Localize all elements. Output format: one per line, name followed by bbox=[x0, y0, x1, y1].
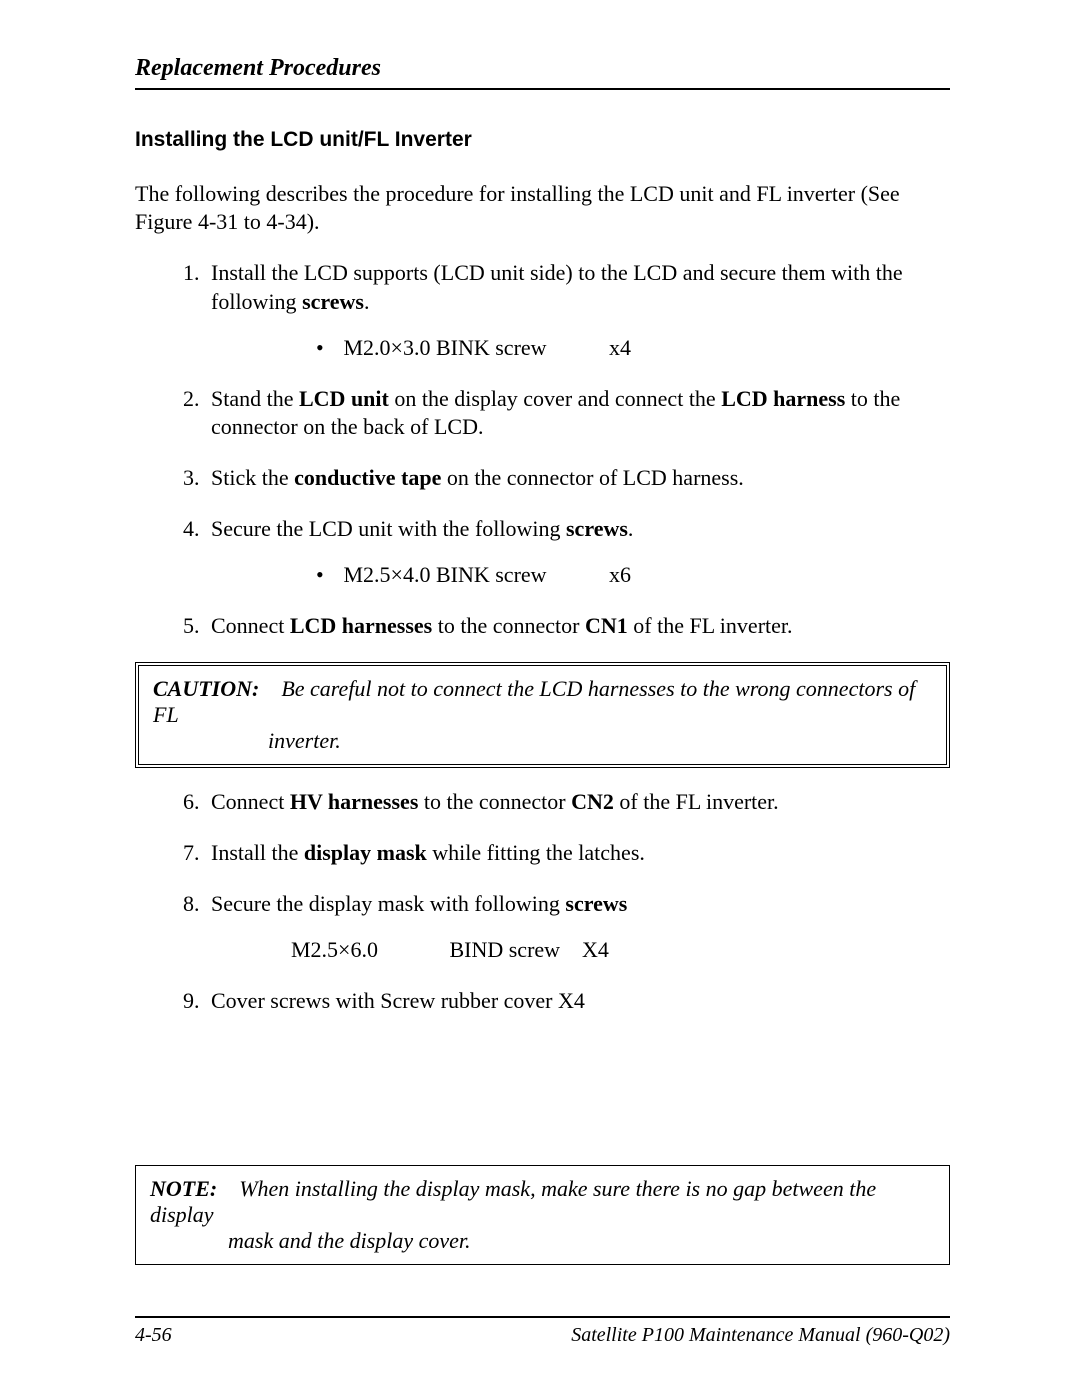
step-1: Install the LCD supports (LCD unit side)… bbox=[205, 259, 950, 363]
procedure-list: Install the LCD supports (LCD unit side)… bbox=[135, 259, 950, 640]
page: Replacement Procedures Installing the LC… bbox=[0, 0, 1080, 1397]
step-9: Cover screws with Screw rubber cover X4 bbox=[205, 987, 950, 1016]
bold-text: LCD harnesses bbox=[290, 613, 432, 638]
bold-text: screws bbox=[302, 289, 364, 314]
step-text: to the connector bbox=[432, 613, 585, 638]
caution-text-cont: inverter. bbox=[268, 728, 932, 754]
bold-text: screws bbox=[565, 891, 627, 916]
step-text: of the FL inverter. bbox=[628, 613, 793, 638]
procedure-list-cont: Connect HV harnesses to the connector CN… bbox=[135, 788, 950, 1015]
screw-qty: x6 bbox=[609, 562, 631, 587]
bold-text: display mask bbox=[304, 840, 427, 865]
step-7: Install the display mask while fitting t… bbox=[205, 839, 950, 868]
step-text: on the connector of LCD harness. bbox=[441, 465, 743, 490]
step-text: Stand the bbox=[211, 386, 299, 411]
screw-spec: M2.5×6.0 BIND screw X4 bbox=[291, 936, 950, 965]
step-text: on the display cover and connect the bbox=[389, 386, 721, 411]
step-text: Connect bbox=[211, 789, 290, 814]
page-number: 4-56 bbox=[135, 1324, 172, 1347]
screw-type: M2.5×4.0 BINK screw bbox=[344, 561, 604, 590]
step-text: Secure the LCD unit with the following bbox=[211, 516, 566, 541]
step-text: Install the bbox=[211, 840, 304, 865]
screw-type: M2.0×3.0 BINK screw bbox=[344, 334, 604, 363]
bold-text: LCD harness bbox=[721, 386, 845, 411]
header-rule bbox=[135, 88, 950, 90]
step-text: Stick the bbox=[211, 465, 294, 490]
bold-text: conductive tape bbox=[294, 465, 441, 490]
screw-spec: M2.5×4.0 BINK screw x6 bbox=[316, 561, 950, 590]
caution-box: CAUTION: Be careful not to connect the L… bbox=[135, 662, 950, 768]
screw-spec-list: M2.5×4.0 BINK screw x6 bbox=[316, 561, 950, 590]
step-text: to the connector bbox=[418, 789, 571, 814]
step-8: Secure the display mask with following s… bbox=[205, 890, 950, 965]
step-3: Stick the conductive tape on the connect… bbox=[205, 464, 950, 493]
step-text: . bbox=[628, 516, 634, 541]
bold-text: CN1 bbox=[585, 613, 628, 638]
screw-qty: x4 bbox=[609, 335, 631, 360]
caution-label: CAUTION: bbox=[153, 676, 259, 701]
step-4: Secure the LCD unit with the following s… bbox=[205, 515, 950, 590]
bold-text: CN2 bbox=[571, 789, 614, 814]
step-6: Connect HV harnesses to the connector CN… bbox=[205, 788, 950, 817]
step-text: of the FL inverter. bbox=[614, 789, 779, 814]
note-text-cont: mask and the display cover. bbox=[228, 1228, 935, 1254]
note-label: NOTE: bbox=[150, 1176, 217, 1201]
step-text: . bbox=[364, 289, 370, 314]
screw-spec-list: M2.0×3.0 BINK screw x4 bbox=[316, 334, 950, 363]
step-text: while fitting the latches. bbox=[427, 840, 645, 865]
note-text: When installing the display mask, make s… bbox=[150, 1176, 876, 1227]
bold-text: HV harnesses bbox=[290, 789, 419, 814]
footer-rule bbox=[135, 1316, 950, 1318]
note-box: NOTE: When installing the display mask, … bbox=[135, 1165, 950, 1265]
section-title: Installing the LCD unit/FL Inverter bbox=[135, 128, 950, 152]
step-5: Connect LCD harnesses to the connector C… bbox=[205, 612, 950, 641]
intro-paragraph: The following describes the procedure fo… bbox=[135, 180, 950, 235]
step-text: Connect bbox=[211, 613, 290, 638]
manual-title: Satellite P100 Maintenance Manual (960-Q… bbox=[571, 1324, 950, 1347]
page-header: Replacement Procedures bbox=[135, 55, 950, 82]
step-2: Stand the LCD unit on the display cover … bbox=[205, 385, 950, 442]
screw-spec: M2.0×3.0 BINK screw x4 bbox=[316, 334, 950, 363]
step-text: Secure the display mask with following bbox=[211, 891, 565, 916]
bold-text: screws bbox=[566, 516, 628, 541]
step-text: Cover screws with Screw rubber cover X4 bbox=[211, 988, 585, 1013]
bold-text: LCD unit bbox=[299, 386, 389, 411]
page-footer: 4-56 Satellite P100 Maintenance Manual (… bbox=[135, 1316, 950, 1347]
